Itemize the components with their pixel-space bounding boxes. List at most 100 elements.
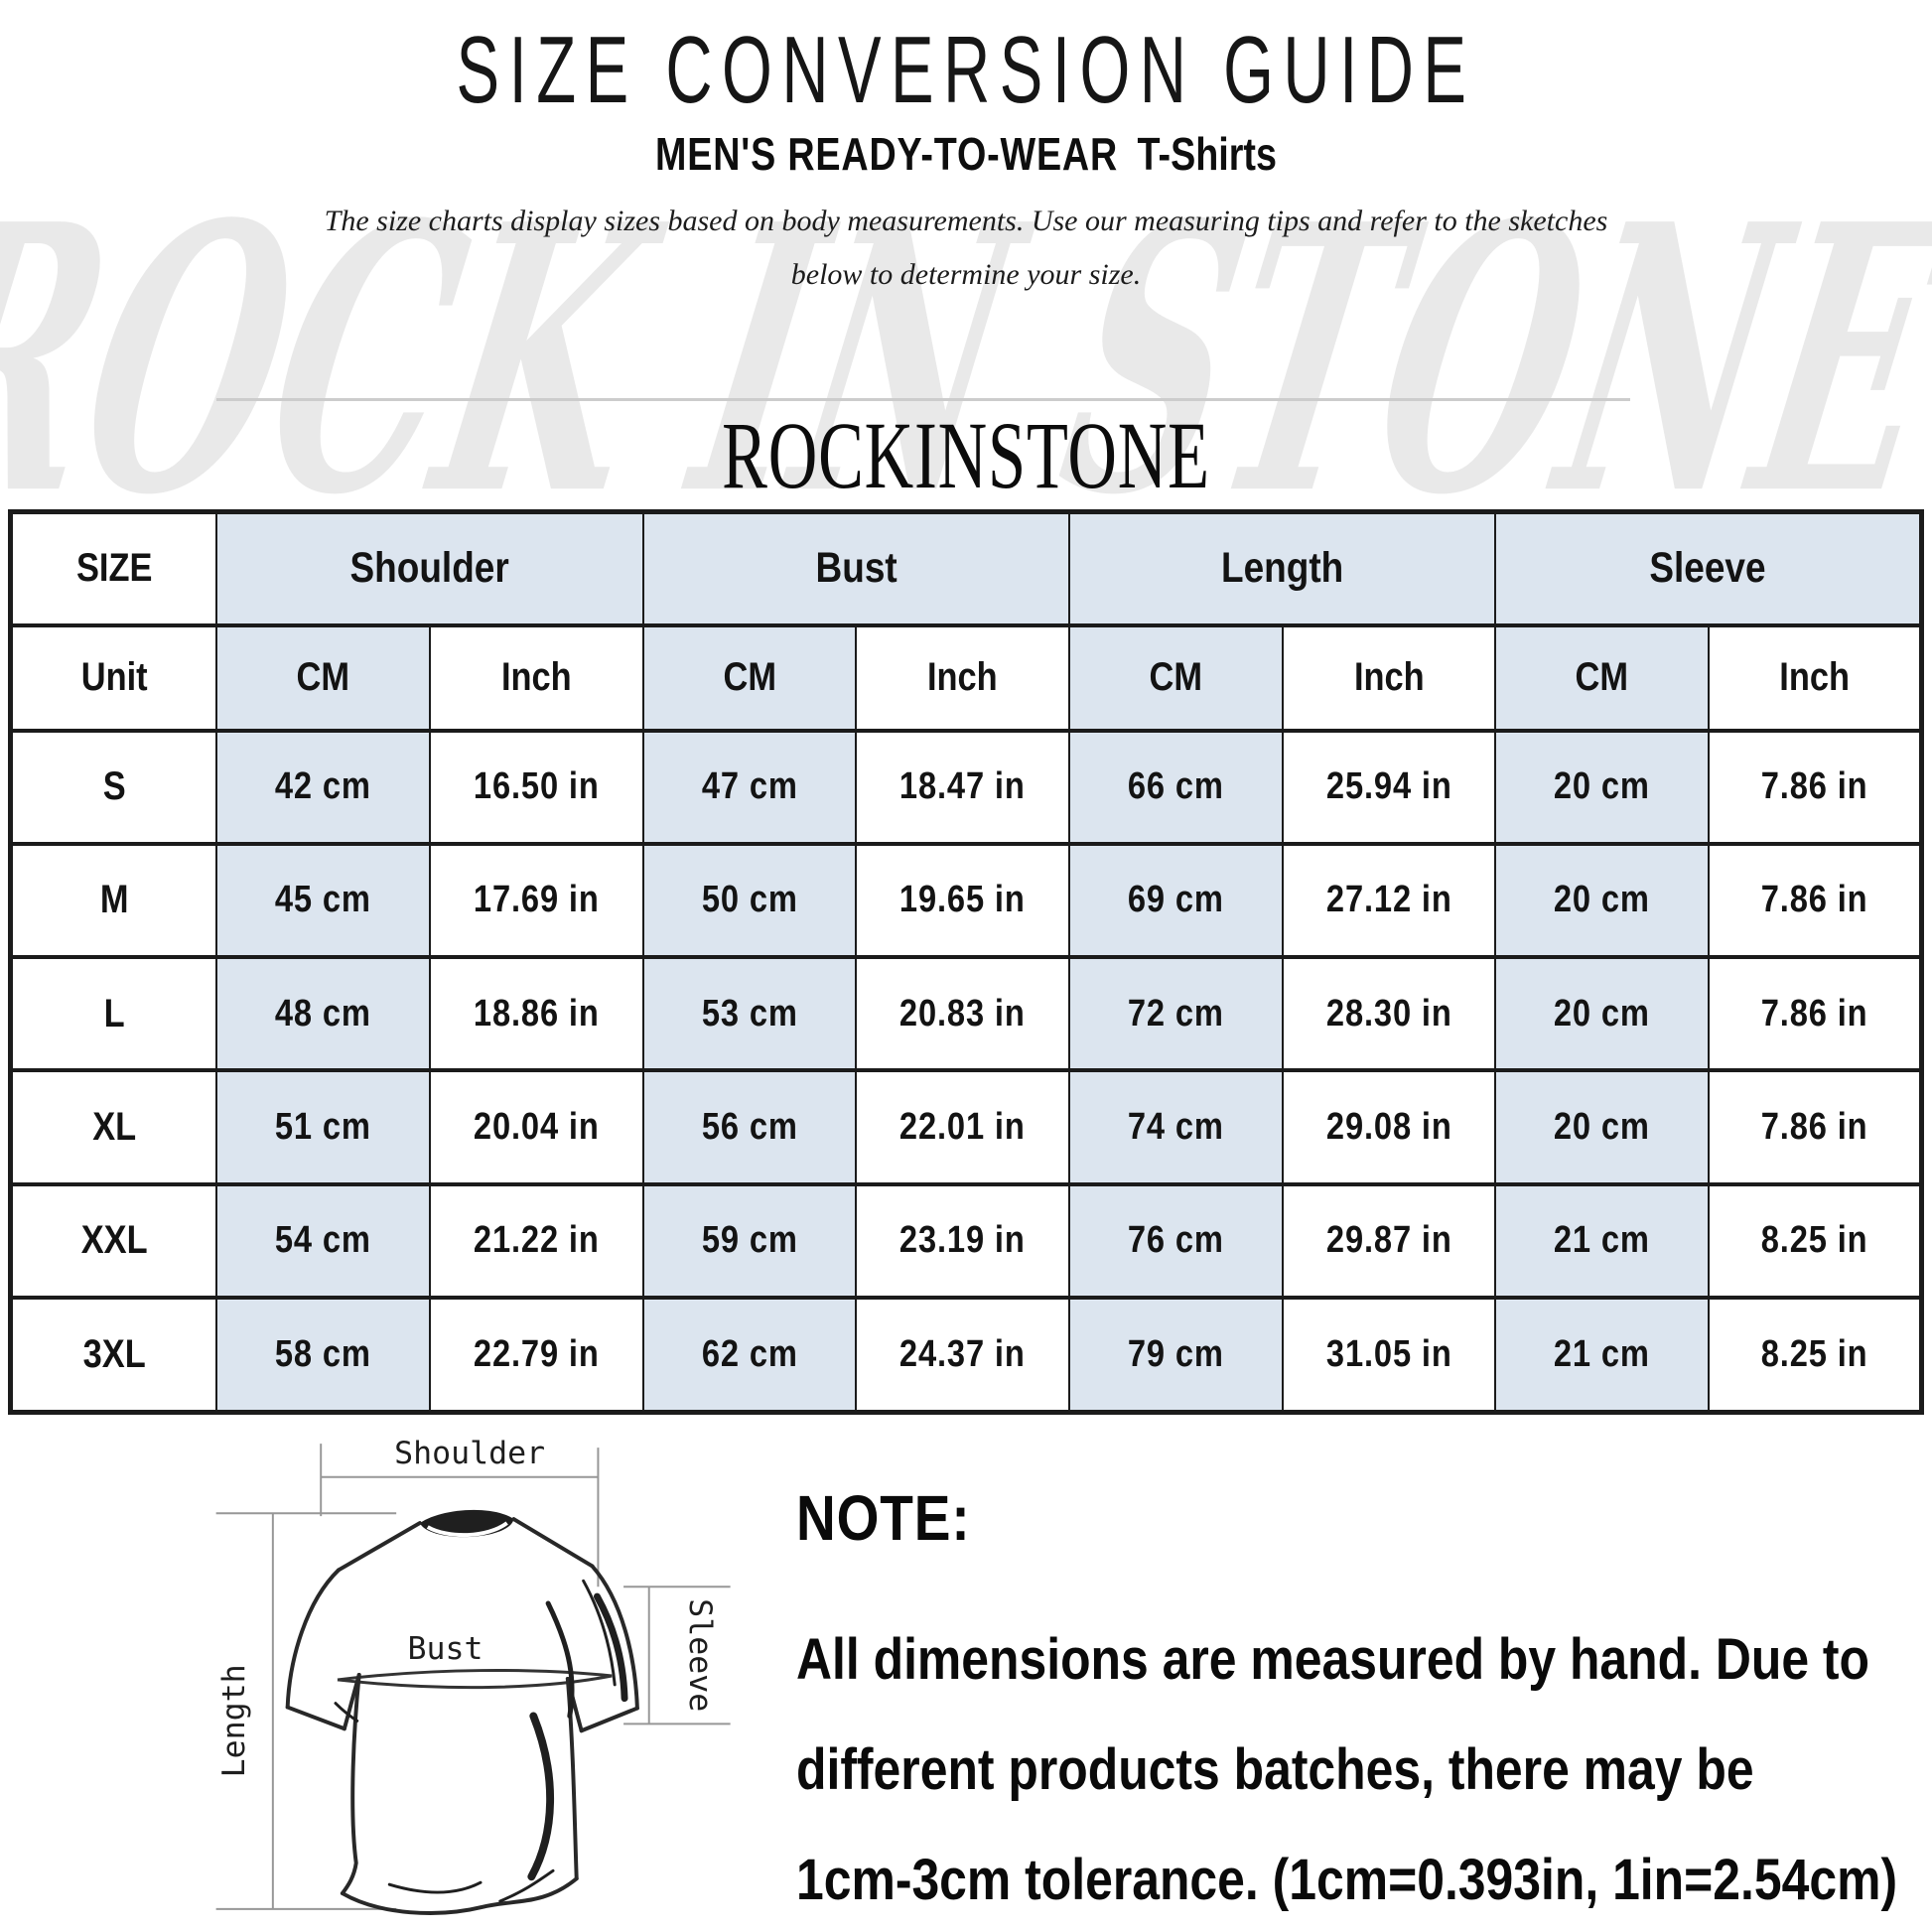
- table-cell: 7.86 in: [1707, 841, 1923, 960]
- table-cell: 20 cm: [1494, 841, 1710, 960]
- description-line-2: below to determine your size.: [790, 258, 1142, 291]
- table-cell: 79 cm: [1067, 1295, 1284, 1415]
- page-title: SIZE CONVERSION GUIDE: [456, 17, 1476, 123]
- table-cell: 28.30 in: [1281, 955, 1497, 1073]
- table-cell: 21.22 in: [429, 1181, 644, 1300]
- note-line-3: 1cm-3cm tolerance. (1cm=0.393in, 1in=2.5…: [796, 1848, 1898, 1912]
- table-cell: 8.25 in: [1707, 1295, 1923, 1415]
- table-cell: 72 cm: [1067, 955, 1284, 1073]
- table-cell: 7.86 in: [1707, 728, 1923, 846]
- table-cell: 74 cm: [1067, 1068, 1284, 1186]
- size-label-cell: XL: [9, 1068, 218, 1186]
- table-cell: 20.04 in: [429, 1068, 644, 1186]
- table-cell: 20.83 in: [855, 955, 1070, 1073]
- table-cell: 19.65 in: [855, 841, 1070, 960]
- table-row-m: M 45 cm 17.69 in 50 cm 19.65 in 69 cm 27…: [9, 841, 1923, 960]
- tshirt-sketch: [285, 1509, 639, 1915]
- diagram-label-shoulder: Shoulder: [394, 1436, 545, 1471]
- table-cell: 27.12 in: [1281, 841, 1497, 960]
- table-cell: 18.86 in: [429, 955, 644, 1073]
- unit-label-cell: Unit: [9, 622, 218, 733]
- note-block: NOTE: All dimensions are measured by han…: [796, 1481, 1923, 1932]
- table-unit-row: Unit CM Inch CM Inch CM Inch CM Inch: [9, 622, 1923, 733]
- table-row-s: S 42 cm 16.50 in 47 cm 18.47 in 66 cm 25…: [9, 728, 1923, 846]
- description: The size charts display sizes based on b…: [0, 195, 1932, 302]
- table-cell: 29.87 in: [1281, 1181, 1497, 1300]
- table-row-xl: XL 51 cm 20.04 in 56 cm 22.01 in 74 cm 2…: [9, 1068, 1923, 1186]
- subtitle-main: MEN'S READY-TO-WEAR: [655, 128, 1119, 180]
- collar: [419, 1509, 514, 1538]
- table-cell: 53 cm: [641, 955, 858, 1073]
- table-cell: 47 cm: [641, 728, 858, 846]
- table-row-xxl: XXL 54 cm 21.22 in 59 cm 23.19 in 76 cm …: [9, 1181, 1923, 1300]
- col-header-size: SIZE: [9, 509, 218, 627]
- table-cell: 54 cm: [215, 1181, 432, 1300]
- sleeve-shading: [593, 1592, 628, 1703]
- table-cell: 59 cm: [641, 1181, 858, 1300]
- note-line-1: All dimensions are measured by hand. Due…: [796, 1627, 1869, 1692]
- table-cell: 24.37 in: [855, 1295, 1070, 1415]
- size-label-cell: XXL: [9, 1181, 218, 1300]
- description-line-1: The size charts display sizes based on b…: [324, 205, 1608, 237]
- tshirt-diagram: Shoulder Bust Length Sleeve: [215, 1436, 731, 1915]
- unit-cell-cm: CM: [1494, 622, 1710, 733]
- table-cell: 58 cm: [215, 1295, 432, 1415]
- brand-name: ROCKINSTONE: [722, 403, 1210, 509]
- table-cell: 17.69 in: [429, 841, 644, 960]
- unit-cell-inch: Inch: [1281, 622, 1497, 733]
- collar-rib: [426, 1521, 508, 1538]
- table-row-3xl: 3XL 58 cm 22.79 in 62 cm 24.37 in 79 cm …: [9, 1295, 1923, 1415]
- table-cell: 22.79 in: [429, 1295, 644, 1415]
- table-cell: 51 cm: [215, 1068, 432, 1186]
- table-cell: 22.01 in: [855, 1068, 1070, 1186]
- sleeve-measure-lines: [623, 1586, 731, 1725]
- table-cell: 21 cm: [1494, 1181, 1710, 1300]
- table-cell: 16.50 in: [429, 728, 644, 846]
- table-cell: 42 cm: [215, 728, 432, 846]
- table-cell: 20 cm: [1494, 728, 1710, 846]
- bust-measure-line: [337, 1669, 613, 1690]
- diagram-label-length: Length: [216, 1664, 252, 1777]
- table-cell: 50 cm: [641, 841, 858, 960]
- table-cell: 18.47 in: [855, 728, 1070, 846]
- col-header-shoulder: Shoulder: [215, 509, 644, 627]
- table-cell: 29.08 in: [1281, 1068, 1497, 1186]
- size-label-cell: 3XL: [9, 1295, 218, 1415]
- table-cell: 20 cm: [1494, 955, 1710, 1073]
- table-cell: 8.25 in: [1707, 1181, 1923, 1300]
- table-cell: 20 cm: [1494, 1068, 1710, 1186]
- size-label-cell: L: [9, 955, 218, 1073]
- table-cell: 69 cm: [1067, 841, 1284, 960]
- unit-cell-inch: Inch: [855, 622, 1070, 733]
- diagram-label-bust: Bust: [407, 1631, 483, 1667]
- col-header-sleeve: Sleeve: [1494, 509, 1923, 627]
- table-cell: 23.19 in: [855, 1181, 1070, 1300]
- table-cell: 76 cm: [1067, 1181, 1284, 1300]
- col-header-length: Length: [1067, 509, 1497, 627]
- table-row-l: L 48 cm 18.86 in 53 cm 20.83 in 72 cm 28…: [9, 955, 1923, 1073]
- table-cell: 62 cm: [641, 1295, 858, 1415]
- size-table: SIZE Shoulder Bust Length Sleeve Unit CM…: [8, 509, 1924, 1415]
- table-cell: 21 cm: [1494, 1295, 1710, 1415]
- size-label-cell: M: [9, 841, 218, 960]
- shoulder-measure-lines: [320, 1444, 600, 1587]
- table-cell: 48 cm: [215, 955, 432, 1073]
- note-line-2: different products batches, there may be: [796, 1737, 1754, 1802]
- table-cell: 7.86 in: [1707, 1068, 1923, 1186]
- length-measure-lines: [215, 1512, 397, 1910]
- unit-cell-cm: CM: [1067, 622, 1284, 733]
- note-heading: NOTE:: [796, 1482, 971, 1554]
- unit-cell-inch: Inch: [429, 622, 644, 733]
- unit-cell-inch: Inch: [1707, 622, 1923, 733]
- table-cell: 66 cm: [1067, 728, 1284, 846]
- table-cell: 31.05 in: [1281, 1295, 1497, 1415]
- unit-cell-cm: CM: [215, 622, 432, 733]
- table-cell: 45 cm: [215, 841, 432, 960]
- unit-cell-cm: CM: [641, 622, 858, 733]
- col-header-bust: Bust: [641, 509, 1070, 627]
- table-cell: 56 cm: [641, 1068, 858, 1186]
- subtitle-product: T-Shirts: [1137, 128, 1277, 180]
- body-shading: [527, 1712, 555, 1881]
- subtitle: MEN'S READY-TO-WEAR T-Shirts: [174, 127, 1758, 181]
